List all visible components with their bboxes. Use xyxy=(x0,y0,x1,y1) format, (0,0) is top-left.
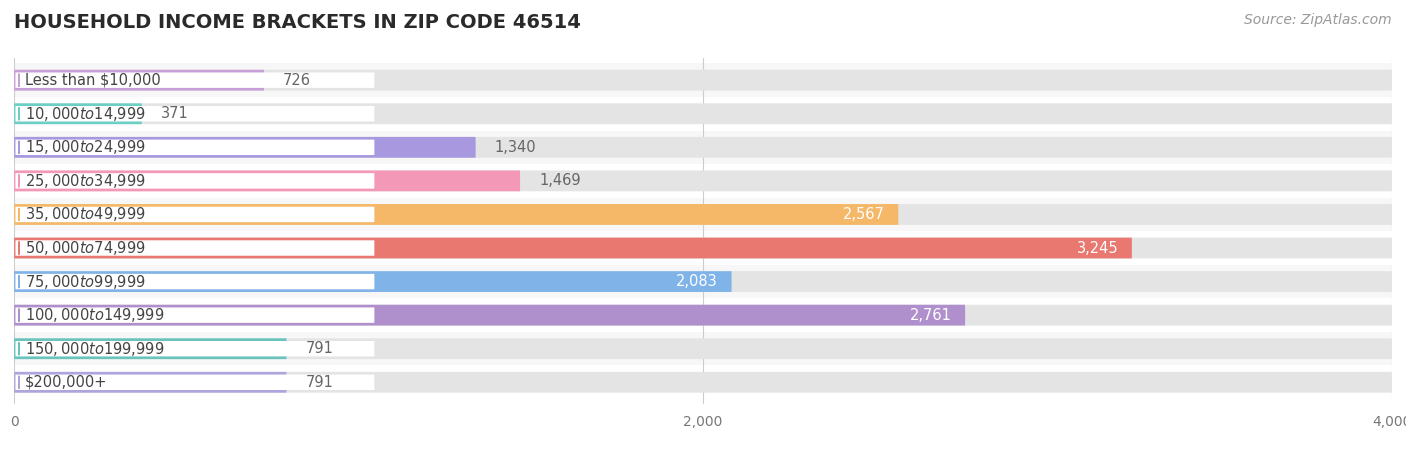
Bar xyxy=(14,332,1392,365)
Bar xyxy=(14,365,1392,399)
FancyBboxPatch shape xyxy=(14,238,1132,259)
FancyBboxPatch shape xyxy=(14,305,1392,326)
FancyBboxPatch shape xyxy=(14,70,1392,91)
FancyBboxPatch shape xyxy=(15,308,374,323)
FancyBboxPatch shape xyxy=(15,374,374,390)
FancyBboxPatch shape xyxy=(14,238,1392,259)
Text: 2,083: 2,083 xyxy=(676,274,718,289)
Text: $200,000+: $200,000+ xyxy=(24,375,107,390)
Bar xyxy=(14,63,1392,97)
FancyBboxPatch shape xyxy=(14,271,1392,292)
Bar xyxy=(14,299,1392,332)
FancyBboxPatch shape xyxy=(14,338,287,359)
FancyBboxPatch shape xyxy=(15,341,374,357)
FancyBboxPatch shape xyxy=(15,140,374,155)
FancyBboxPatch shape xyxy=(15,72,374,88)
FancyBboxPatch shape xyxy=(15,207,374,222)
FancyBboxPatch shape xyxy=(15,274,374,289)
Text: 3,245: 3,245 xyxy=(1077,241,1118,255)
Text: $75,000 to $99,999: $75,000 to $99,999 xyxy=(24,273,145,291)
Text: 2,567: 2,567 xyxy=(842,207,884,222)
Text: $150,000 to $199,999: $150,000 to $199,999 xyxy=(24,340,165,358)
Text: $25,000 to $34,999: $25,000 to $34,999 xyxy=(24,172,145,190)
FancyBboxPatch shape xyxy=(14,372,287,393)
Text: Source: ZipAtlas.com: Source: ZipAtlas.com xyxy=(1244,13,1392,27)
FancyBboxPatch shape xyxy=(14,372,1392,393)
Bar xyxy=(14,198,1392,231)
Bar xyxy=(14,231,1392,265)
FancyBboxPatch shape xyxy=(14,137,1392,158)
Text: 791: 791 xyxy=(305,375,333,390)
FancyBboxPatch shape xyxy=(14,204,1392,225)
Bar xyxy=(14,131,1392,164)
FancyBboxPatch shape xyxy=(14,103,1392,124)
FancyBboxPatch shape xyxy=(14,305,965,326)
FancyBboxPatch shape xyxy=(14,171,1392,191)
Bar xyxy=(14,164,1392,198)
Text: $15,000 to $24,999: $15,000 to $24,999 xyxy=(24,138,145,156)
FancyBboxPatch shape xyxy=(14,103,142,124)
FancyBboxPatch shape xyxy=(14,70,264,91)
FancyBboxPatch shape xyxy=(14,271,731,292)
Text: 726: 726 xyxy=(283,73,311,88)
Bar xyxy=(14,265,1392,299)
Text: HOUSEHOLD INCOME BRACKETS IN ZIP CODE 46514: HOUSEHOLD INCOME BRACKETS IN ZIP CODE 46… xyxy=(14,13,581,32)
Text: 371: 371 xyxy=(160,106,188,121)
Text: $10,000 to $14,999: $10,000 to $14,999 xyxy=(24,105,145,123)
Bar xyxy=(14,97,1392,131)
FancyBboxPatch shape xyxy=(14,204,898,225)
FancyBboxPatch shape xyxy=(14,137,475,158)
FancyBboxPatch shape xyxy=(14,338,1392,359)
FancyBboxPatch shape xyxy=(15,106,374,122)
Text: 2,761: 2,761 xyxy=(910,308,952,323)
Text: $50,000 to $74,999: $50,000 to $74,999 xyxy=(24,239,145,257)
Text: Less than $10,000: Less than $10,000 xyxy=(24,73,160,88)
FancyBboxPatch shape xyxy=(15,173,374,189)
Text: $100,000 to $149,999: $100,000 to $149,999 xyxy=(24,306,165,324)
Text: $35,000 to $49,999: $35,000 to $49,999 xyxy=(24,206,145,224)
Text: 1,340: 1,340 xyxy=(495,140,536,155)
FancyBboxPatch shape xyxy=(15,240,374,256)
FancyBboxPatch shape xyxy=(14,171,520,191)
Text: 1,469: 1,469 xyxy=(538,173,581,189)
Text: 791: 791 xyxy=(305,341,333,356)
